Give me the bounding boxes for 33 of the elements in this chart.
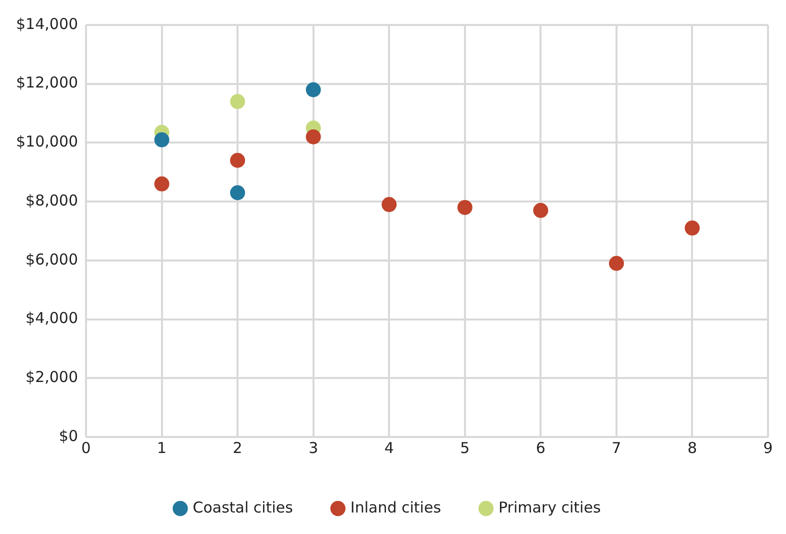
point: [457, 200, 472, 215]
point: [154, 132, 170, 148]
y-tick-label: $0: [58, 426, 78, 445]
y-tick-label: $8,000: [26, 191, 78, 210]
x-tick-label: 9: [763, 438, 773, 457]
x-tick-label: 0: [81, 438, 91, 457]
legend-label: Coastal cities: [192, 498, 294, 516]
point: [306, 82, 321, 98]
point: [230, 152, 246, 168]
x-tick-label: 6: [536, 438, 546, 457]
y-tick-label: $10,000: [16, 132, 78, 151]
point: [306, 129, 321, 144]
point: [684, 220, 700, 236]
x-tick-label: 1: [157, 438, 167, 457]
point: [230, 185, 246, 200]
point: [608, 256, 624, 271]
x-tick-label: 4: [384, 438, 394, 457]
point: [382, 197, 397, 212]
legend-label: Inland cities: [350, 498, 442, 516]
legend-label: Primary cities: [498, 498, 601, 516]
x-tick-label: 8: [687, 438, 697, 457]
x-tick-label: 3: [308, 438, 318, 457]
x-tick-label: 7: [612, 438, 622, 457]
point: [230, 94, 246, 110]
x-tick-label: 2: [232, 438, 242, 457]
y-tick-label: $4,000: [26, 309, 78, 328]
point: [533, 202, 548, 218]
x-tick-label: 5: [460, 438, 470, 457]
point: [154, 176, 170, 192]
y-tick-label: $2,000: [26, 368, 78, 386]
y-tick-label: $6,000: [26, 250, 78, 268]
y-tick-label: $14,000: [16, 14, 78, 33]
y-tick-label: $12,000: [16, 74, 78, 92]
